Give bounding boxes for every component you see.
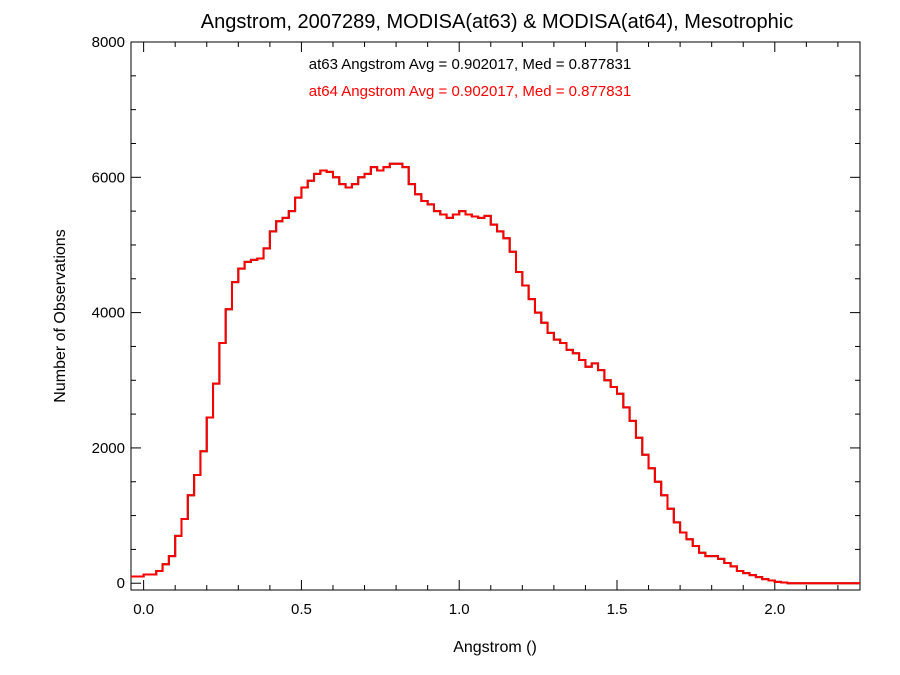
plot-frame bbox=[130, 41, 861, 591]
series-layer bbox=[131, 162, 860, 585]
histogram-series-1 bbox=[131, 162, 860, 585]
y-tick-label: 6000 bbox=[92, 169, 125, 186]
annotation-at64: at64 Angstrom Avg = 0.902017, Med = 0.87… bbox=[309, 83, 631, 100]
annotation-at63: at63 Angstrom Avg = 0.902017, Med = 0.87… bbox=[309, 56, 631, 73]
y-axis-label: Number of Observations bbox=[52, 229, 69, 402]
y-tick-label: 4000 bbox=[92, 305, 125, 322]
y-tick-label: 0 bbox=[117, 575, 125, 592]
y-tick-label: 8000 bbox=[92, 34, 125, 51]
histogram-series-0 bbox=[131, 162, 860, 585]
x-tick-label: 0.5 bbox=[291, 601, 312, 618]
x-tick-label: 2.0 bbox=[764, 601, 785, 618]
y-axis-ticks: 0 2000 4000 6000 8000 bbox=[92, 34, 860, 592]
x-tick-label: 1.5 bbox=[607, 601, 628, 618]
x-axis-ticks: 0.0 0.5 1.0 1.5 2.0 bbox=[133, 42, 839, 618]
y-tick-label: 2000 bbox=[92, 440, 125, 457]
chart-title: Angstrom, 2007289, MODISA(at63) & MODISA… bbox=[201, 11, 793, 33]
x-axis-label: Angstrom () bbox=[453, 639, 537, 656]
x-tick-label: 0.0 bbox=[133, 601, 154, 618]
x-tick-label: 1.0 bbox=[449, 601, 470, 618]
